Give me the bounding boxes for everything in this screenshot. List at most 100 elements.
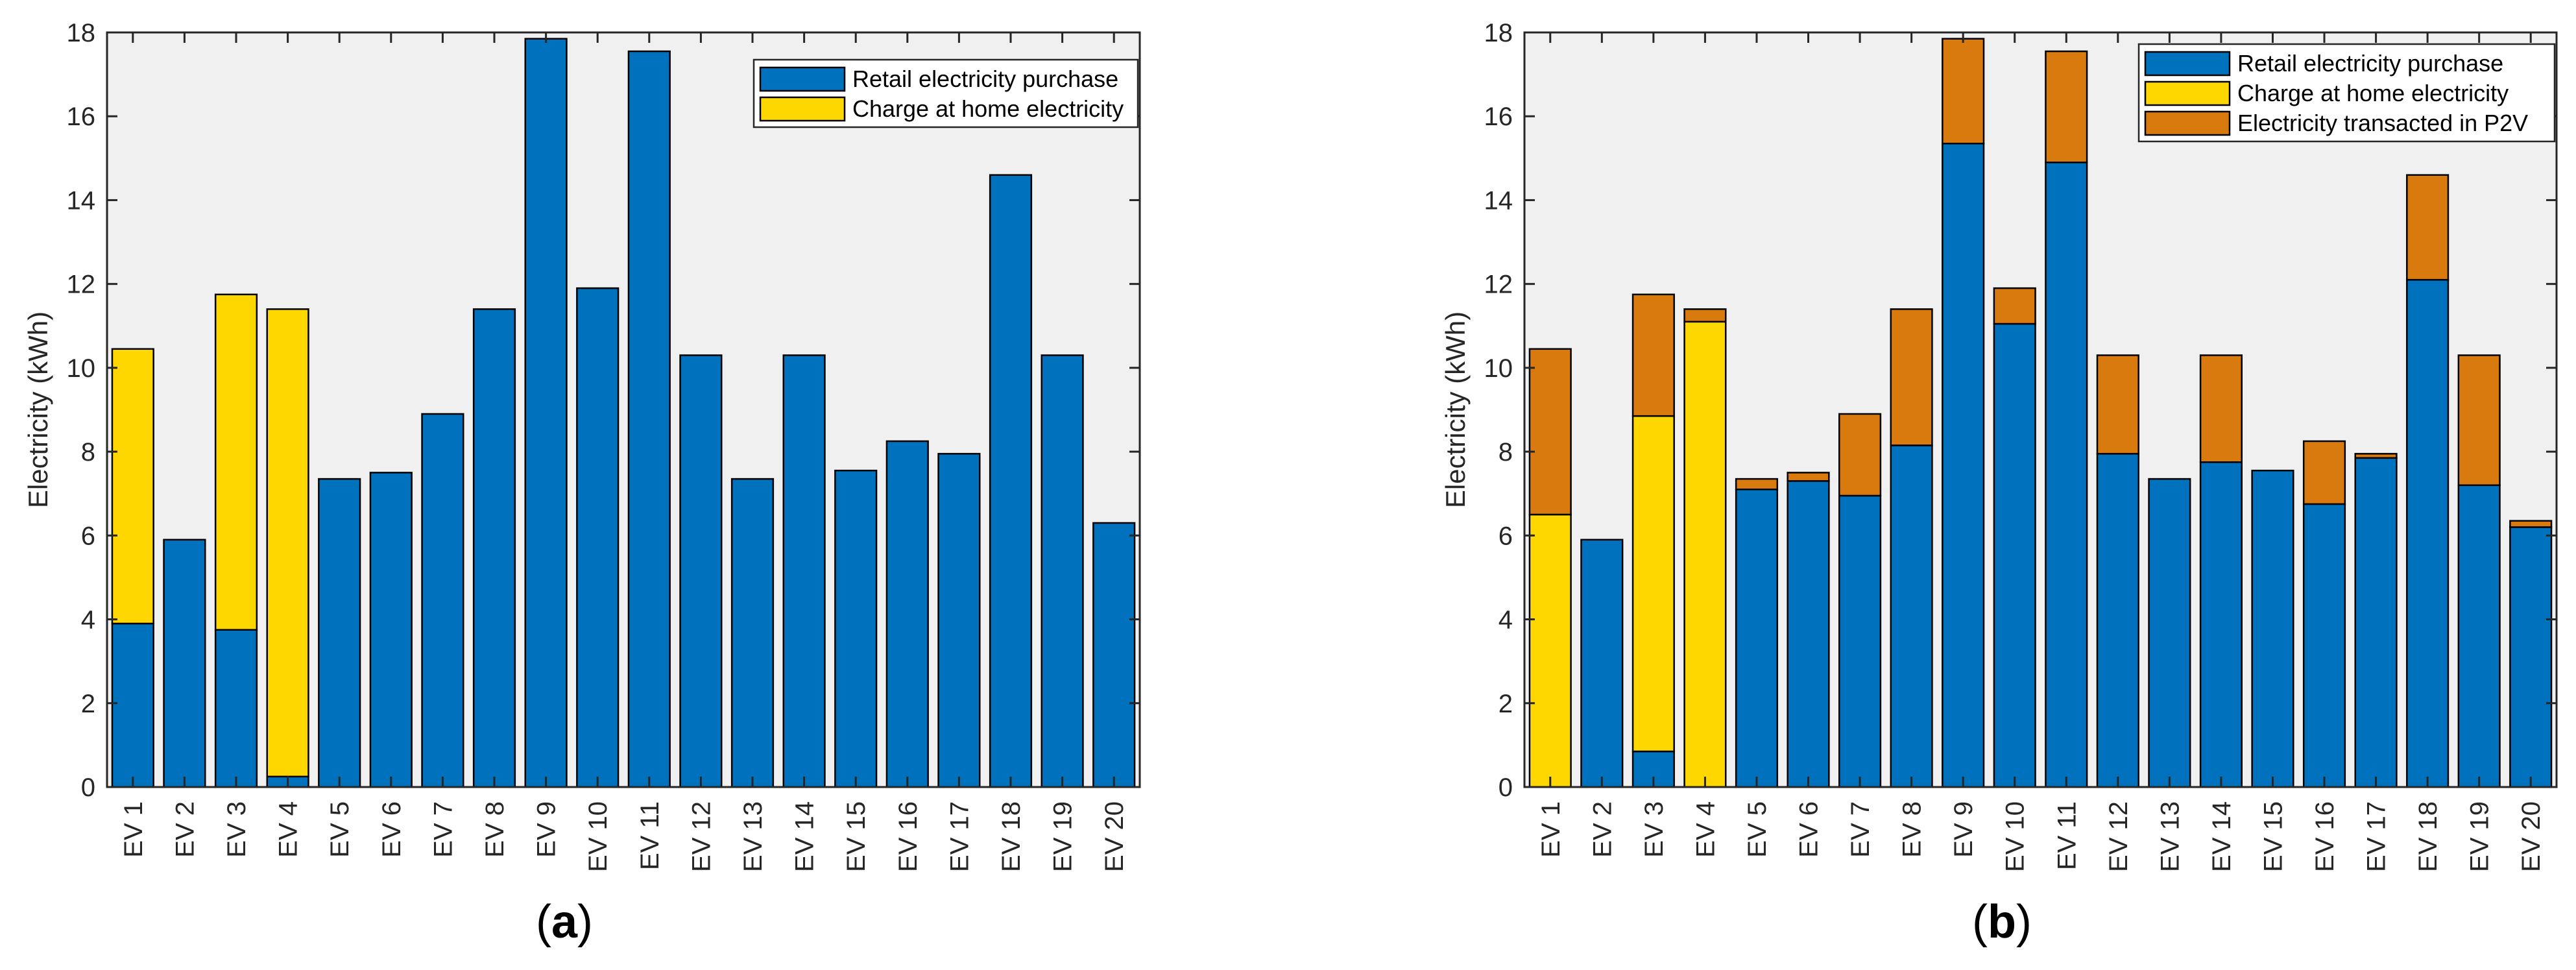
x-tick-label: EV 6 <box>378 801 406 858</box>
x-tick-label: EV 14 <box>791 801 819 872</box>
x-tick-label: EV 17 <box>945 801 974 872</box>
panel-caption-letter: b <box>1988 896 2016 948</box>
bar-ev11-series3 <box>2045 50 2088 164</box>
bar-ev9-series1 <box>1942 142 1985 788</box>
bar-ev20-series3 <box>2509 520 2553 528</box>
bar-ev12-series1 <box>679 354 723 788</box>
y-tick-label: 10 <box>1484 354 1513 383</box>
y-tick-label: 14 <box>67 186 96 215</box>
legend-swatch <box>759 66 846 92</box>
x-tick-label: EV 20 <box>1100 801 1129 872</box>
x-tick-label: EV 4 <box>274 801 303 858</box>
x-tick-label: EV 3 <box>1640 801 1668 858</box>
bar-ev6-series1 <box>1787 480 1830 788</box>
bar-ev15-series1 <box>834 469 878 788</box>
x-tick-label: EV 17 <box>2363 801 2391 872</box>
bar-ev20-series1 <box>2509 526 2553 788</box>
bar-ev14-series1 <box>782 354 826 788</box>
bar-ev4-series3 <box>1683 308 1727 323</box>
x-tick-label: EV 5 <box>326 801 354 858</box>
legend-label: Charge at home electricity <box>852 95 1124 122</box>
x-tick-label: EV 8 <box>481 801 509 858</box>
x-tick-label: EV 14 <box>2208 801 2236 872</box>
x-tick-label: EV 9 <box>533 801 561 858</box>
y-tick-label: 12 <box>67 271 96 299</box>
panel-a: 0 2 4 6 8 10 12 14 16 18 EV 1 EV 2 EV 3 EV 4 EV 5 EV 6 E… <box>23 19 1141 948</box>
x-tick-label: EV 2 <box>1588 801 1617 858</box>
bar-ev13-series1 <box>2148 478 2191 788</box>
y-tick-label: 16 <box>1484 103 1513 131</box>
bar-ev18-series3 <box>2406 174 2450 281</box>
x-tick-label: EV 19 <box>1049 801 1077 872</box>
x-tick-label: EV 10 <box>2001 801 2030 872</box>
x-tick-label: EV 2 <box>171 801 199 858</box>
bar-ev7-series1 <box>421 413 464 788</box>
y-tick-label: 6 <box>1499 522 1513 550</box>
panel-caption-letter: a <box>551 896 578 948</box>
y-tick-label: 0 <box>81 773 95 802</box>
bar-ev17-series1 <box>937 453 981 788</box>
panel-caption: (b) <box>1972 896 2032 948</box>
bar-ev17-series3 <box>2354 453 2398 459</box>
bar-ev9-series3 <box>1942 38 1985 145</box>
x-tick-label: EV 12 <box>687 801 716 872</box>
y-tick-label: 8 <box>1499 438 1513 467</box>
bar-ev1-series2 <box>111 348 154 625</box>
bar-ev19-series1 <box>2457 484 2501 788</box>
legend-label: Retail electricity purchase <box>2237 50 2503 77</box>
legend-swatch <box>2144 80 2231 106</box>
y-tick-label: 0 <box>1499 773 1513 802</box>
x-tick-label: EV 13 <box>2156 801 2184 872</box>
x-tick-label: EV 15 <box>2259 801 2287 872</box>
legend-swatch <box>2144 110 2231 136</box>
bar-ev10-series3 <box>1993 287 2036 325</box>
x-tick-label: EV 18 <box>2414 801 2442 872</box>
y-tick-label: 18 <box>67 19 96 47</box>
y-tick-label: 14 <box>1484 186 1513 215</box>
y-tick-label: 10 <box>67 354 96 383</box>
x-tick-label: EV 6 <box>1795 801 1824 858</box>
bar-ev14-series1 <box>2199 461 2243 788</box>
legend-label: Electricity transacted in P2V <box>2237 110 2528 136</box>
bar-ev2-series1 <box>1580 539 1624 788</box>
bar-ev10-series1 <box>576 287 620 788</box>
plot-area <box>1524 32 2557 787</box>
x-tick-label: EV 18 <box>997 801 1026 872</box>
x-tick-label: EV 11 <box>636 801 664 870</box>
x-tick-label: EV 20 <box>2517 801 2546 872</box>
x-tick-label: EV 19 <box>2466 801 2494 872</box>
x-tick-label: EV 8 <box>1898 801 1927 858</box>
bar-ev1-series2 <box>1528 513 1572 788</box>
y-tick-label: 16 <box>67 103 96 131</box>
y-tick-label: 4 <box>81 606 95 635</box>
bar-ev11-series1 <box>2045 162 2088 788</box>
y-tick-label: 4 <box>1499 606 1513 635</box>
y-tick-label: 12 <box>1484 271 1513 299</box>
bar-ev3-series3 <box>1631 293 1675 417</box>
y-axis-label: Electricity (kWh) <box>23 311 53 508</box>
bar-ev19-series1 <box>1041 354 1084 788</box>
x-tick-label: EV 10 <box>584 801 612 872</box>
bar-ev2-series1 <box>163 539 206 788</box>
axes-box <box>106 31 1141 788</box>
x-tick-label: EV 7 <box>429 801 457 858</box>
y-tick-label: 6 <box>81 522 95 550</box>
bar-ev5-series3 <box>1735 478 1779 491</box>
bar-ev19-series3 <box>2457 354 2501 487</box>
bar-ev10-series1 <box>1993 322 2036 788</box>
bar-ev8-series1 <box>1890 444 1933 788</box>
bar-ev5-series1 <box>318 478 361 788</box>
bar-ev17-series1 <box>2354 457 2398 788</box>
y-axis-label: Electricity (kWh) <box>1440 311 1471 508</box>
x-tick-label: EV 16 <box>894 801 922 872</box>
bar-ev3-series2 <box>1631 415 1675 753</box>
bar-ev16-series3 <box>2302 440 2346 505</box>
y-tick-label: 18 <box>1484 19 1513 47</box>
x-tick-label: EV 16 <box>2311 801 2339 872</box>
x-tick-label: EV 12 <box>2104 801 2133 872</box>
bar-ev8-series3 <box>1890 308 1933 446</box>
legend-label: Charge at home electricity <box>2237 80 2509 106</box>
x-tick-label: EV 3 <box>223 801 251 858</box>
bar-ev20-series1 <box>1092 522 1136 788</box>
x-tick-label: EV 1 <box>1537 801 1565 858</box>
